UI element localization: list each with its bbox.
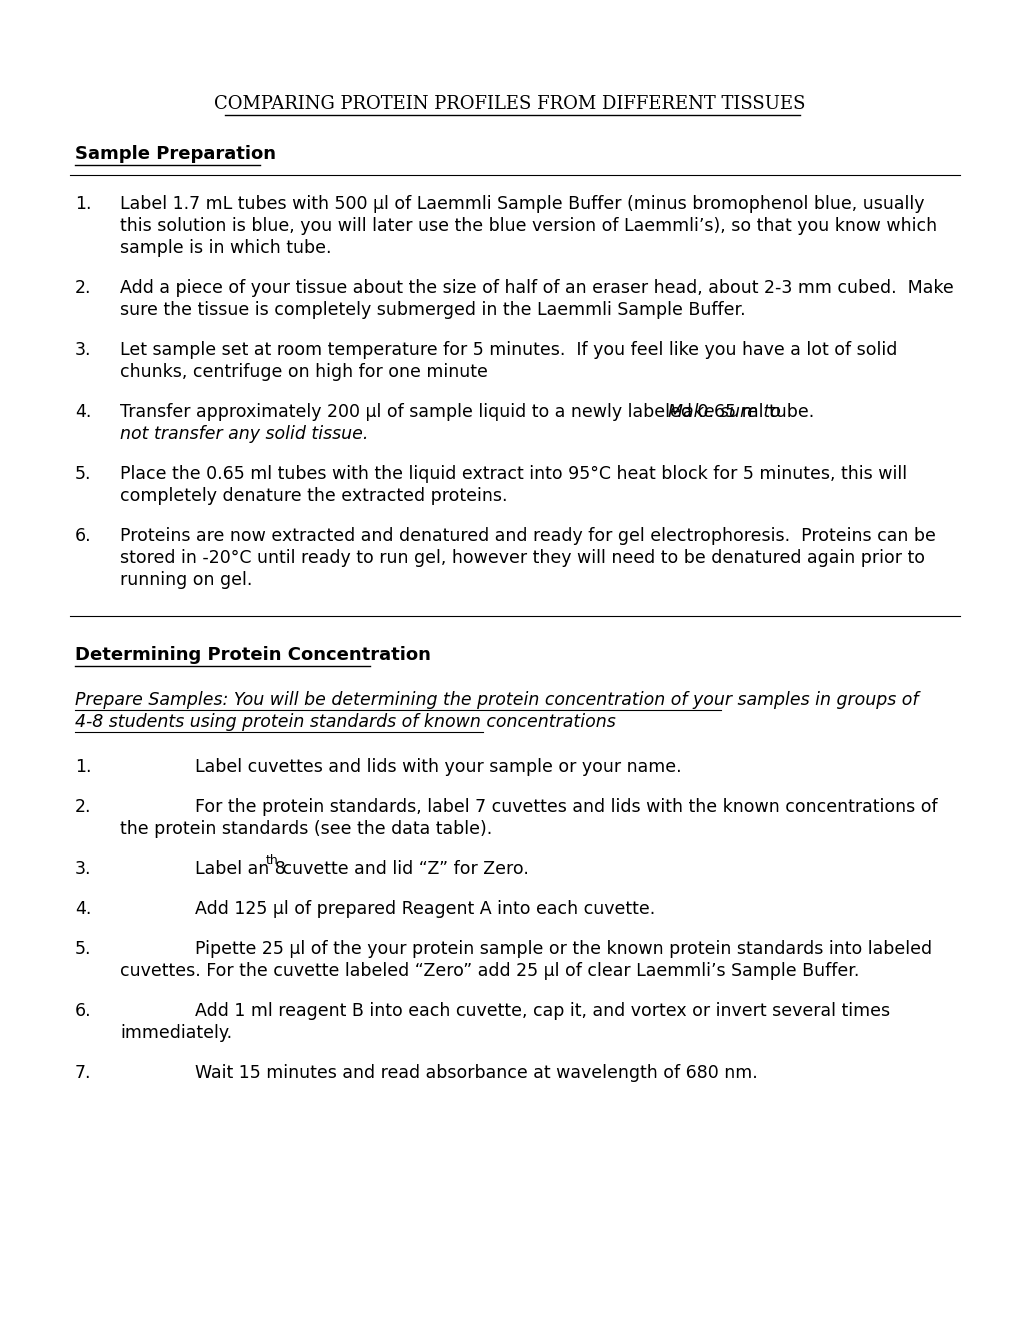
- Text: 4.: 4.: [75, 900, 92, 917]
- Text: sure the tissue is completely submerged in the Laemmli Sample Buffer.: sure the tissue is completely submerged …: [120, 301, 745, 319]
- Text: Determining Protein Concentration: Determining Protein Concentration: [75, 645, 430, 664]
- Text: Add 125 μl of prepared Reagent A into each cuvette.: Add 125 μl of prepared Reagent A into ea…: [195, 900, 654, 917]
- Text: th: th: [266, 854, 278, 867]
- Text: Add a piece of your tissue about the size of half of an eraser head, about 2-3 m: Add a piece of your tissue about the siz…: [120, 279, 953, 297]
- Text: 5.: 5.: [75, 465, 92, 483]
- Text: 4-8 students using protein standards of known concentrations: 4-8 students using protein standards of …: [75, 713, 615, 731]
- Text: not transfer any solid tissue.: not transfer any solid tissue.: [120, 425, 368, 444]
- Text: 4.: 4.: [75, 403, 92, 421]
- Text: Transfer approximately 200 μl of sample liquid to a newly labeled 0.65 ml tube.: Transfer approximately 200 μl of sample …: [120, 403, 819, 421]
- Text: For the protein standards, label 7 cuvettes and lids with the known concentratio: For the protein standards, label 7 cuvet…: [195, 799, 936, 816]
- Text: 6.: 6.: [75, 1002, 92, 1020]
- Text: Sample Preparation: Sample Preparation: [75, 145, 276, 162]
- Text: immediately.: immediately.: [120, 1024, 232, 1041]
- Text: 2.: 2.: [75, 279, 92, 297]
- Text: Place the 0.65 ml tubes with the liquid extract into 95°C heat block for 5 minut: Place the 0.65 ml tubes with the liquid …: [120, 465, 906, 483]
- Text: Label 1.7 mL tubes with 500 μl of Laemmli Sample Buffer (minus bromophenol blue,: Label 1.7 mL tubes with 500 μl of Laemml…: [120, 195, 923, 213]
- Text: 3.: 3.: [75, 861, 92, 878]
- Text: cuvettes. For the cuvette labeled “Zero” add 25 μl of clear Laemmli’s Sample Buf: cuvettes. For the cuvette labeled “Zero”…: [120, 962, 859, 979]
- Text: the protein standards (see the data table).: the protein standards (see the data tabl…: [120, 820, 492, 838]
- Text: cuvette and lid “Z” for Zero.: cuvette and lid “Z” for Zero.: [277, 861, 529, 878]
- Text: 1.: 1.: [75, 195, 92, 213]
- Text: COMPARING PROTEIN PROFILES FROM DIFFERENT TISSUES: COMPARING PROTEIN PROFILES FROM DIFFEREN…: [214, 95, 805, 114]
- Text: completely denature the extracted proteins.: completely denature the extracted protei…: [120, 487, 507, 506]
- Text: Add 1 ml reagent B into each cuvette, cap it, and vortex or invert several times: Add 1 ml reagent B into each cuvette, ca…: [195, 1002, 890, 1020]
- Text: 3.: 3.: [75, 341, 92, 359]
- Text: sample is in which tube.: sample is in which tube.: [120, 239, 331, 257]
- Text: 5.: 5.: [75, 940, 92, 958]
- Text: Pipette 25 μl of the your protein sample or the known protein standards into lab: Pipette 25 μl of the your protein sample…: [195, 940, 931, 958]
- Text: chunks, centrifuge on high for one minute: chunks, centrifuge on high for one minut…: [120, 363, 487, 381]
- Text: 1.: 1.: [75, 758, 92, 776]
- Text: 6.: 6.: [75, 527, 92, 545]
- Text: Label an 8: Label an 8: [195, 861, 285, 878]
- Text: Prepare Samples: You will be determining the protein concentration of your sampl: Prepare Samples: You will be determining…: [75, 690, 917, 709]
- Text: Wait 15 minutes and read absorbance at wavelength of 680 nm.: Wait 15 minutes and read absorbance at w…: [195, 1064, 757, 1082]
- Text: 7.: 7.: [75, 1064, 92, 1082]
- Text: Let sample set at room temperature for 5 minutes.  If you feel like you have a l: Let sample set at room temperature for 5…: [120, 341, 897, 359]
- Text: 2.: 2.: [75, 799, 92, 816]
- Text: Make sure to: Make sure to: [667, 403, 781, 421]
- Text: this solution is blue, you will later use the blue version of Laemmli’s), so tha: this solution is blue, you will later us…: [120, 216, 936, 235]
- Text: running on gel.: running on gel.: [120, 572, 252, 589]
- Text: stored in -20°C until ready to run gel, however they will need to be denatured a: stored in -20°C until ready to run gel, …: [120, 549, 924, 568]
- Text: Label cuvettes and lids with your sample or your name.: Label cuvettes and lids with your sample…: [195, 758, 681, 776]
- Text: Proteins are now extracted and denatured and ready for gel electrophoresis.  Pro: Proteins are now extracted and denatured…: [120, 527, 935, 545]
